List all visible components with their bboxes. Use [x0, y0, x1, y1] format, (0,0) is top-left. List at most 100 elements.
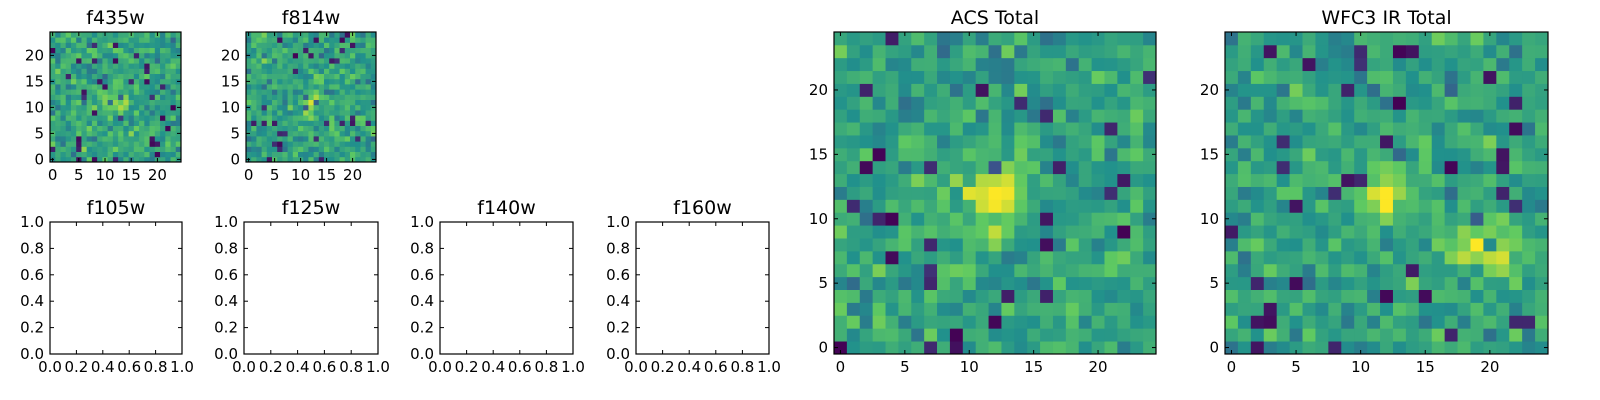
heatmap-cell — [70, 110, 77, 116]
heatmap-cell — [165, 63, 171, 69]
heatmap-cell — [1535, 109, 1549, 123]
heatmap-cell — [256, 156, 262, 163]
heatmap-cell — [139, 120, 145, 126]
heatmap-cell — [292, 125, 299, 132]
heatmap-cell — [834, 250, 848, 265]
heatmap-cell — [1302, 302, 1316, 316]
heatmap-cell — [339, 136, 346, 142]
heatmap-cell — [1535, 57, 1549, 72]
heatmap-cell — [1354, 122, 1368, 136]
heatmap-cell — [1302, 263, 1316, 278]
heatmap-cell — [834, 32, 848, 46]
heatmap-cell — [355, 110, 361, 116]
heatmap-cell — [1117, 302, 1131, 316]
heatmap-cell — [277, 125, 283, 132]
heatmap-cell — [246, 73, 252, 80]
heatmap-cell — [313, 99, 320, 106]
heatmap-cell — [86, 136, 93, 142]
heatmap-cell — [1040, 263, 1054, 278]
heatmap-cell — [1444, 341, 1458, 355]
heatmap-cell — [154, 141, 161, 147]
heatmap-cell — [339, 130, 346, 137]
heatmap-cell — [118, 73, 124, 80]
heatmap-cell — [256, 37, 262, 43]
heatmap-cell — [1014, 173, 1028, 187]
heatmap-cell — [1143, 160, 1157, 175]
heatmap-cell — [1405, 328, 1420, 342]
heatmap-cell — [1250, 96, 1265, 110]
heatmap-cell — [1328, 276, 1342, 290]
heatmap-cell — [1078, 289, 1092, 303]
heatmap-cell — [1027, 122, 1041, 136]
heatmap-cell — [846, 250, 861, 265]
heatmap-cell — [1052, 199, 1067, 213]
heatmap-cell — [1496, 341, 1510, 355]
heatmap-cell — [962, 328, 977, 342]
heatmap-cell — [170, 32, 177, 38]
heatmap-cell — [1405, 315, 1420, 329]
heatmap-cell — [859, 70, 874, 84]
heatmap-cell — [846, 199, 861, 213]
heatmap-cell — [1315, 212, 1329, 226]
heatmap-cell — [118, 99, 124, 106]
heatmap-cell — [324, 63, 330, 69]
heatmap-cell — [170, 58, 177, 64]
heatmap-cell — [107, 63, 114, 69]
heatmap-cell — [102, 94, 109, 100]
heatmap-cell — [1302, 109, 1316, 123]
heatmap-cell — [91, 156, 98, 163]
heatmap-cell — [139, 84, 145, 90]
heatmap-cell — [1522, 250, 1536, 265]
heatmap-cell — [170, 73, 177, 80]
heatmap-cell — [1496, 289, 1510, 303]
heatmap-cell — [872, 289, 886, 303]
heatmap-cell — [1001, 96, 1015, 110]
heatmap-cell — [1040, 341, 1054, 355]
heatmap-cell — [911, 135, 925, 149]
heatmap-cell — [318, 42, 325, 48]
heatmap-cell — [1104, 173, 1118, 187]
heatmap-cell — [1328, 135, 1342, 149]
heatmap-cell — [1014, 238, 1028, 252]
heatmap-cell — [1431, 70, 1446, 84]
heatmap-cell — [1496, 186, 1510, 200]
heatmap-cell — [1130, 160, 1144, 175]
heatmap-cell — [1418, 315, 1433, 329]
heatmap-cell — [1444, 212, 1458, 226]
heatmap-cell — [50, 125, 56, 132]
heatmap-cell — [911, 186, 925, 200]
heatmap-cell — [1444, 263, 1458, 278]
heatmap-cell — [988, 225, 1002, 239]
heatmap-cell — [160, 58, 166, 64]
heatmap-cell — [1052, 160, 1067, 175]
heatmap-cell — [898, 147, 912, 162]
heatmap-cell — [1052, 341, 1067, 355]
axes-frame — [833, 31, 1157, 355]
heatmap-cell — [846, 173, 861, 187]
heatmap-cell — [65, 94, 72, 100]
heatmap-cell — [1065, 122, 1080, 136]
heatmap-cell — [102, 68, 109, 74]
heatmap-cell — [324, 120, 330, 126]
heatmap-cell — [360, 89, 366, 95]
heatmap-cell — [1091, 122, 1105, 136]
heatmap-cell — [859, 96, 874, 110]
x-tick-label: 0.0 — [38, 358, 62, 376]
heatmap-cell — [118, 115, 124, 121]
heatmap-cell — [1444, 238, 1458, 252]
heatmap-cell — [1040, 147, 1054, 162]
heatmap-cell — [76, 58, 82, 64]
heatmap-cell — [1052, 173, 1067, 187]
heatmap-cell — [370, 32, 377, 38]
heatmap-cell — [1091, 57, 1105, 72]
heatmap-cell — [81, 58, 88, 64]
heatmap-cell — [102, 89, 109, 95]
heatmap-cell — [339, 104, 346, 111]
heatmap-cell — [133, 32, 140, 38]
heatmap-cell — [1237, 341, 1252, 355]
heatmap-cell — [1302, 122, 1316, 136]
heatmap-cell — [107, 68, 114, 74]
heatmap-cell — [76, 68, 82, 74]
heatmap-cell — [282, 84, 288, 90]
heatmap-cell — [1237, 44, 1252, 59]
